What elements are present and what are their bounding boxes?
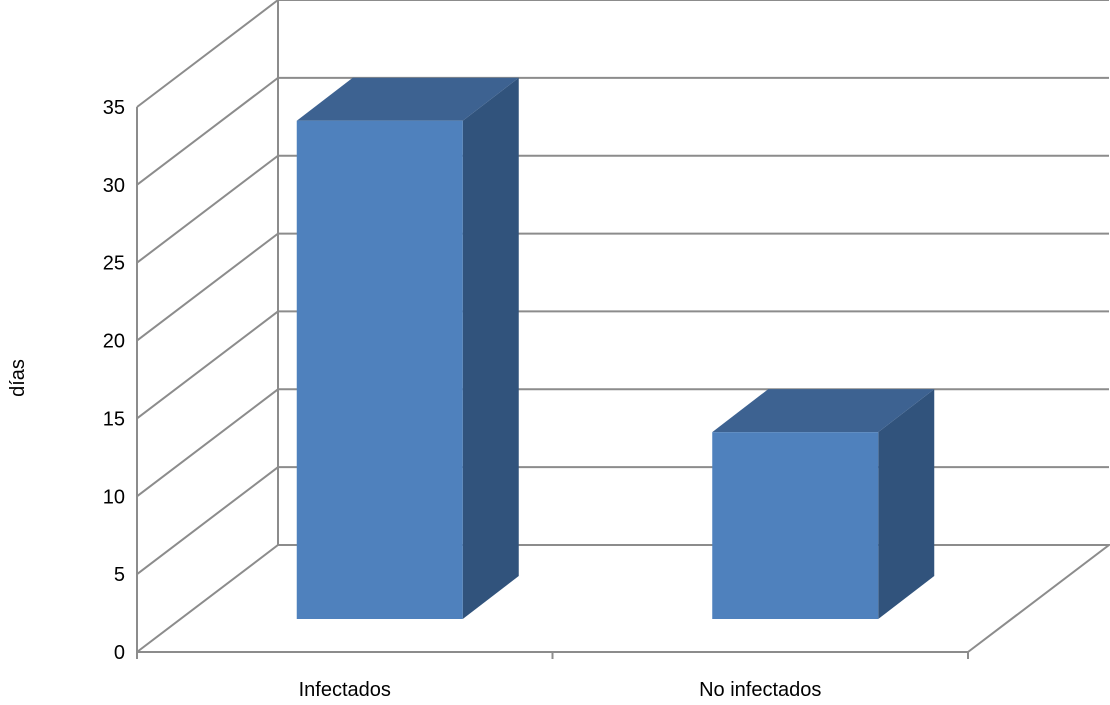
gridline: [136, 0, 1109, 108]
y-axis-label: días: [7, 359, 29, 397]
bar-front: [296, 120, 463, 619]
bar: [296, 77, 519, 619]
gridline: [136, 76, 1109, 186]
bar-side: [878, 389, 935, 619]
y-tick-label: 5: [114, 564, 125, 586]
bar-top: [712, 389, 935, 433]
y-tick-label: 30: [103, 175, 125, 197]
gridline: [136, 310, 1109, 420]
bar-side: [462, 77, 519, 619]
y-tick-label: 20: [103, 331, 125, 353]
floor-outline: [136, 544, 1110, 653]
y-tick-label: 10: [103, 486, 125, 508]
bar: [712, 389, 935, 619]
gridlines: [136, 0, 1110, 653]
bar-front: [712, 432, 879, 619]
gridline: [136, 232, 1109, 342]
gridline: [136, 466, 1109, 575]
gridline: [136, 154, 1109, 264]
y-tick-label: 15: [103, 408, 125, 430]
x-tick-labels: Infectados No infectados: [299, 679, 822, 701]
bar-top: [296, 77, 519, 121]
y-tick-label: 0: [114, 642, 125, 664]
y-tick-label: 35: [103, 97, 125, 119]
gridline: [136, 388, 1109, 498]
bars: [296, 77, 935, 619]
y-tick-labels: 0 5 10 15 20 25 30 35: [103, 97, 969, 664]
x-tick-label: Infectados: [299, 679, 391, 701]
y-tick-label: 25: [103, 253, 125, 275]
x-tick-label: No infectados: [699, 679, 821, 701]
